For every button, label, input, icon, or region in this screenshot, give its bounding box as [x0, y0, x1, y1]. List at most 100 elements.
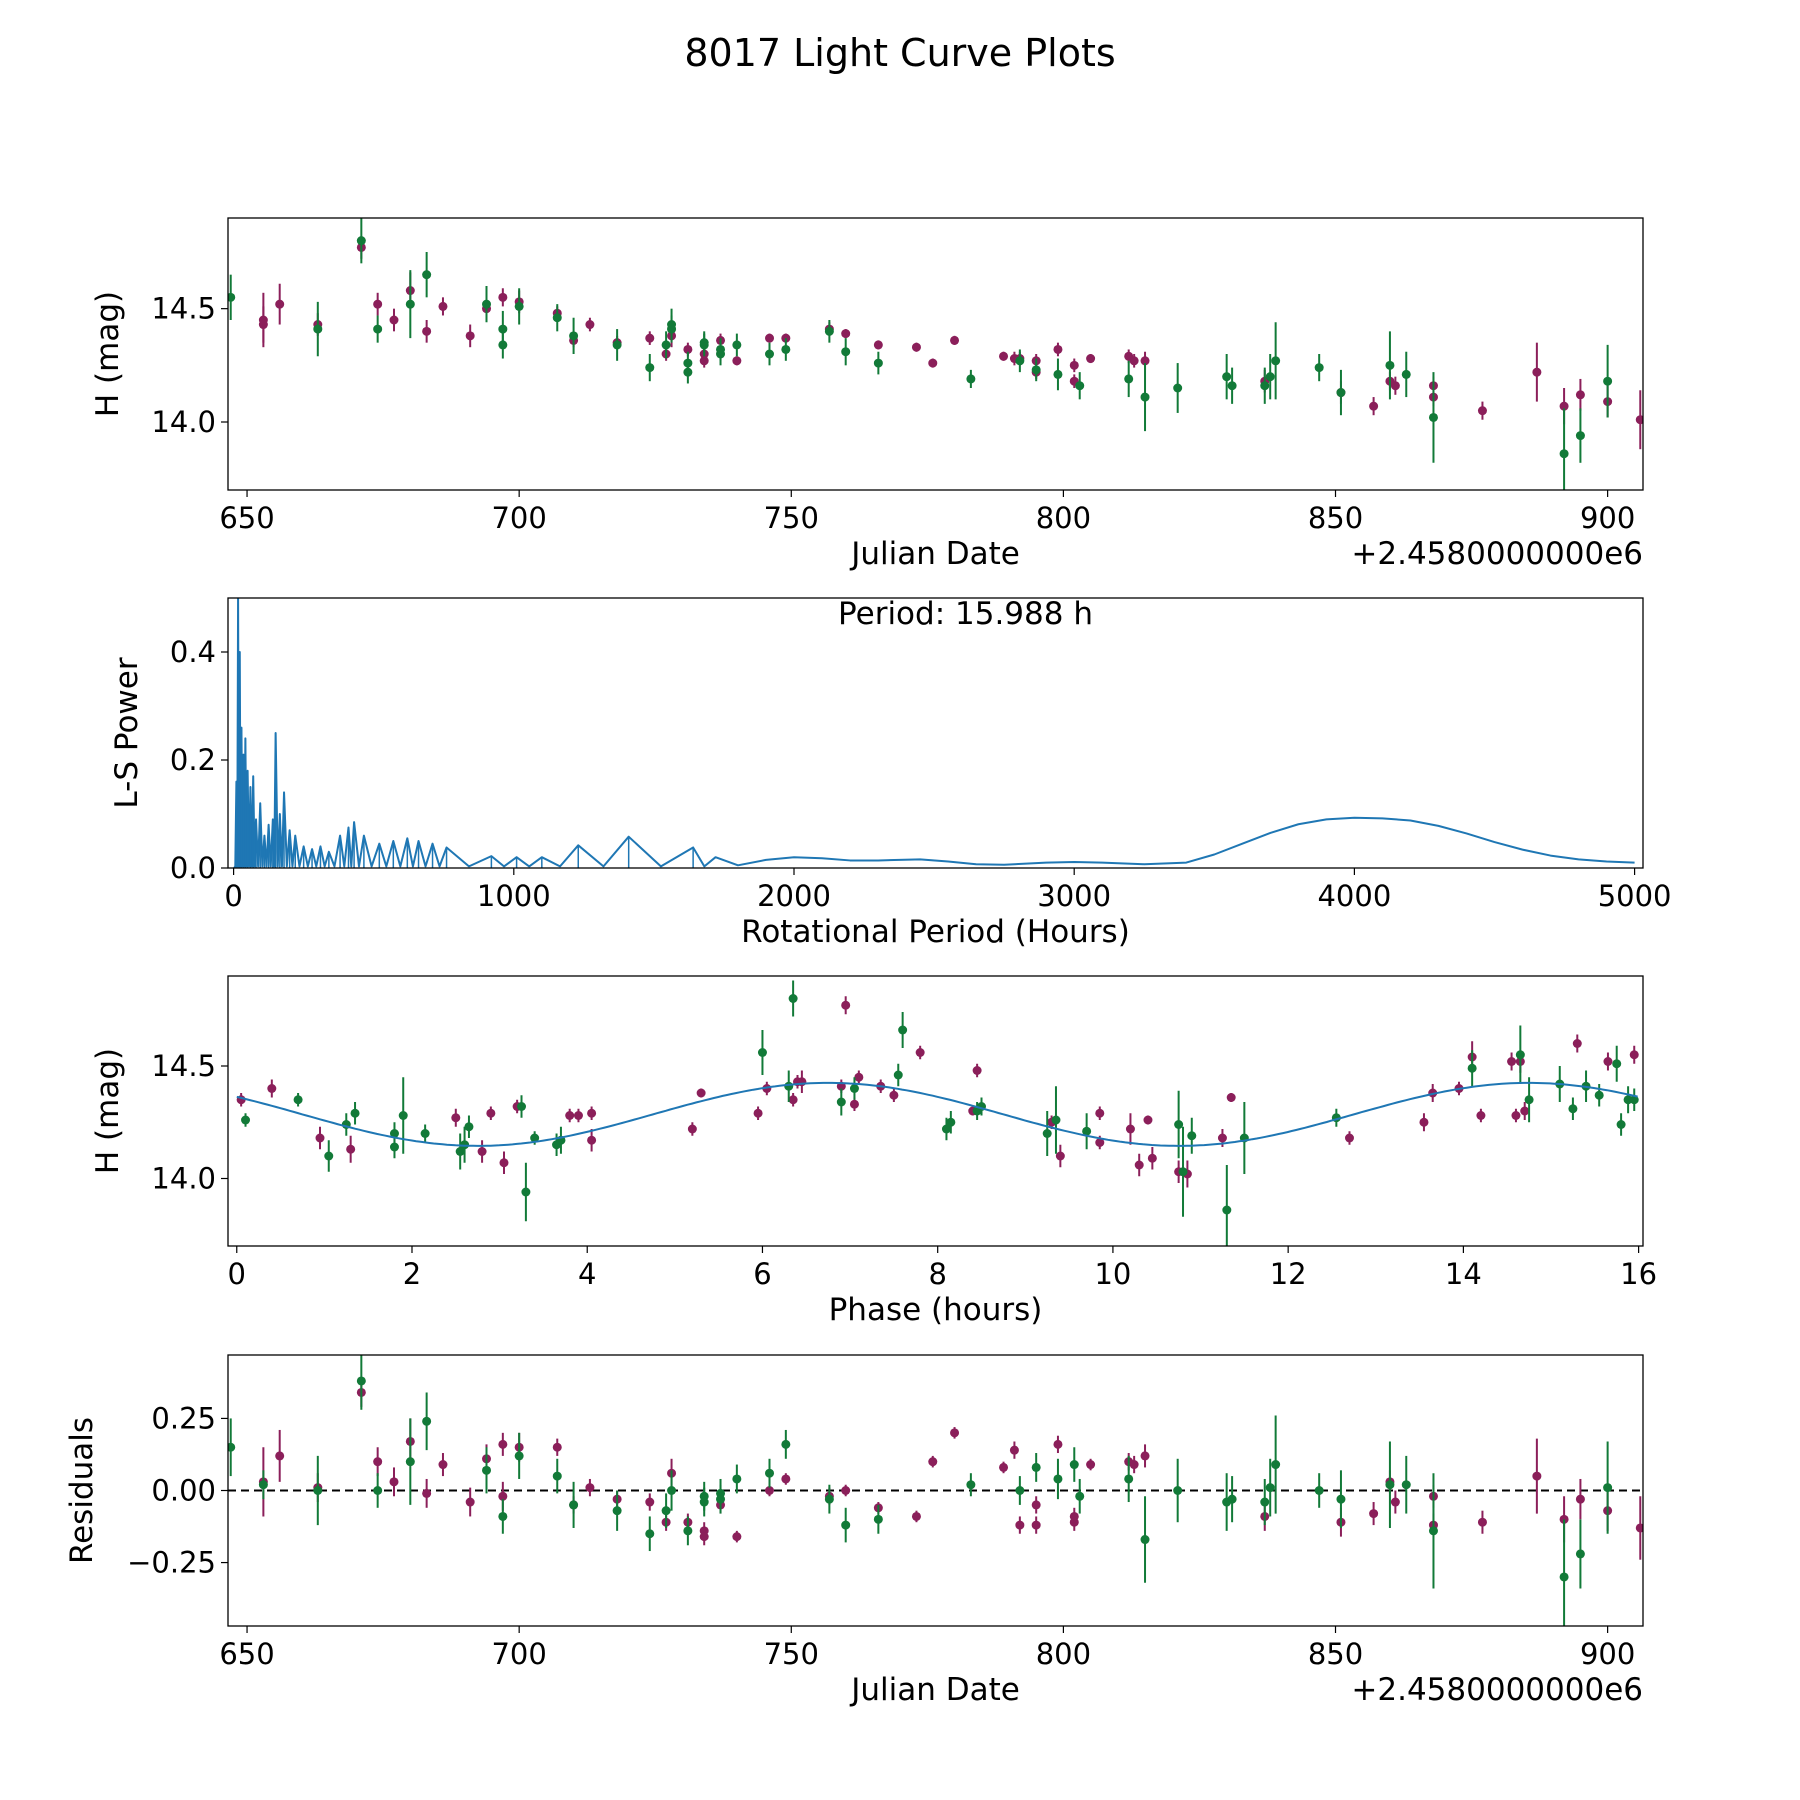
data-point	[612, 340, 622, 350]
data-point	[451, 1113, 461, 1123]
data-point	[1069, 360, 1079, 370]
data-point	[1629, 1050, 1639, 1060]
series-green	[228, 218, 1613, 490]
data-point	[486, 1108, 496, 1118]
data-point	[514, 301, 524, 311]
y-axis-label: H (mag)	[90, 291, 126, 417]
data-point	[1603, 1483, 1613, 1493]
y-tick-label: 14.0	[151, 405, 216, 439]
series-green	[228, 1355, 1613, 1626]
data-point	[1629, 1095, 1639, 1105]
data-point	[1053, 369, 1063, 379]
data-point	[841, 1000, 851, 1010]
data-point	[1265, 1483, 1275, 1493]
data-point	[585, 320, 595, 330]
plot-frame	[227, 217, 1644, 491]
data-point	[1603, 376, 1613, 386]
data-point	[873, 1514, 883, 1524]
y-tick-label: −0.25	[127, 1546, 216, 1580]
data-point	[1477, 406, 1487, 416]
data-point	[228, 1442, 236, 1452]
y-axis-label: L-S Power	[109, 657, 145, 808]
data-point	[1124, 1474, 1134, 1484]
data-point	[1390, 381, 1400, 391]
data-point	[465, 1497, 475, 1507]
data-point	[438, 301, 448, 311]
data-point	[1401, 1480, 1411, 1490]
data-point	[645, 333, 655, 343]
data-point	[765, 349, 775, 359]
x-tick-label: 16	[1620, 1257, 1657, 1291]
data-point	[1031, 1462, 1041, 1472]
data-point	[950, 335, 960, 345]
data-point	[350, 1108, 360, 1118]
data-point	[422, 270, 432, 280]
data-point	[928, 358, 938, 368]
data-point	[1568, 1104, 1578, 1114]
data-point	[699, 1491, 709, 1501]
data-point	[950, 1428, 960, 1438]
data-point	[1260, 1497, 1270, 1507]
data-point	[784, 1081, 794, 1091]
x-axis-label: Rotational Period (Hours)	[741, 914, 1130, 950]
data-point	[1227, 381, 1237, 391]
data-point	[1124, 374, 1134, 384]
data-point	[1178, 1167, 1188, 1177]
x-tick-label: 8	[928, 1257, 946, 1291]
data-point	[420, 1129, 430, 1138]
data-point	[1271, 356, 1281, 366]
data-point	[1428, 1526, 1438, 1536]
data-point	[552, 1442, 562, 1452]
data-point	[293, 1095, 303, 1105]
data-point	[1477, 1517, 1487, 1527]
data-point	[569, 1500, 579, 1510]
x-tick-label: 750	[764, 501, 819, 535]
data-point	[1226, 1093, 1236, 1102]
data-point	[324, 1151, 334, 1161]
data-point	[573, 1111, 583, 1120]
data-point	[482, 1465, 492, 1475]
data-point	[898, 1025, 908, 1035]
x-tick-label: 750	[764, 1637, 819, 1671]
data-point	[405, 299, 415, 309]
data-point	[683, 358, 693, 368]
data-point	[422, 1416, 432, 1426]
data-point	[836, 1097, 846, 1107]
data-point	[465, 331, 475, 341]
data-point	[1143, 1115, 1153, 1125]
data-point	[1086, 354, 1096, 364]
data-point	[1129, 1460, 1139, 1470]
data-point	[1075, 381, 1085, 391]
x-tick-label: 650	[219, 1637, 274, 1671]
y-tick-label: 14.5	[151, 292, 216, 326]
x-tick-label: 650	[219, 501, 274, 535]
x-tick-label: 6	[753, 1257, 771, 1291]
data-point	[781, 1439, 791, 1449]
data-point	[1069, 1511, 1079, 1521]
y-tick-label: 14.0	[151, 1162, 216, 1196]
data-point	[499, 1158, 509, 1168]
plot-area	[228, 218, 1643, 490]
residuals-panel: 650 700 750 800 850 900 0.25 0.00 −0.25 Julian Da…	[64, 1354, 1644, 1708]
data-point	[1095, 1108, 1105, 1118]
data-point	[1260, 381, 1270, 391]
data-point	[517, 1102, 527, 1111]
data-point	[313, 1486, 323, 1495]
data-point	[405, 1457, 415, 1467]
data-point	[1390, 1497, 1400, 1507]
y-tick-label: 0.4	[170, 635, 216, 669]
data-point	[241, 1115, 251, 1125]
data-point	[661, 1506, 671, 1516]
data-point	[999, 1462, 1009, 1472]
data-point	[1336, 1494, 1346, 1504]
data-point	[873, 358, 883, 368]
data-point	[1385, 360, 1395, 370]
data-point	[732, 340, 742, 350]
data-point	[1428, 412, 1438, 422]
data-point	[1575, 1549, 1585, 1559]
data-point	[645, 363, 655, 373]
data-point	[966, 1480, 976, 1490]
data-point	[946, 1117, 956, 1127]
data-point	[645, 1529, 655, 1539]
data-point	[398, 1111, 408, 1120]
